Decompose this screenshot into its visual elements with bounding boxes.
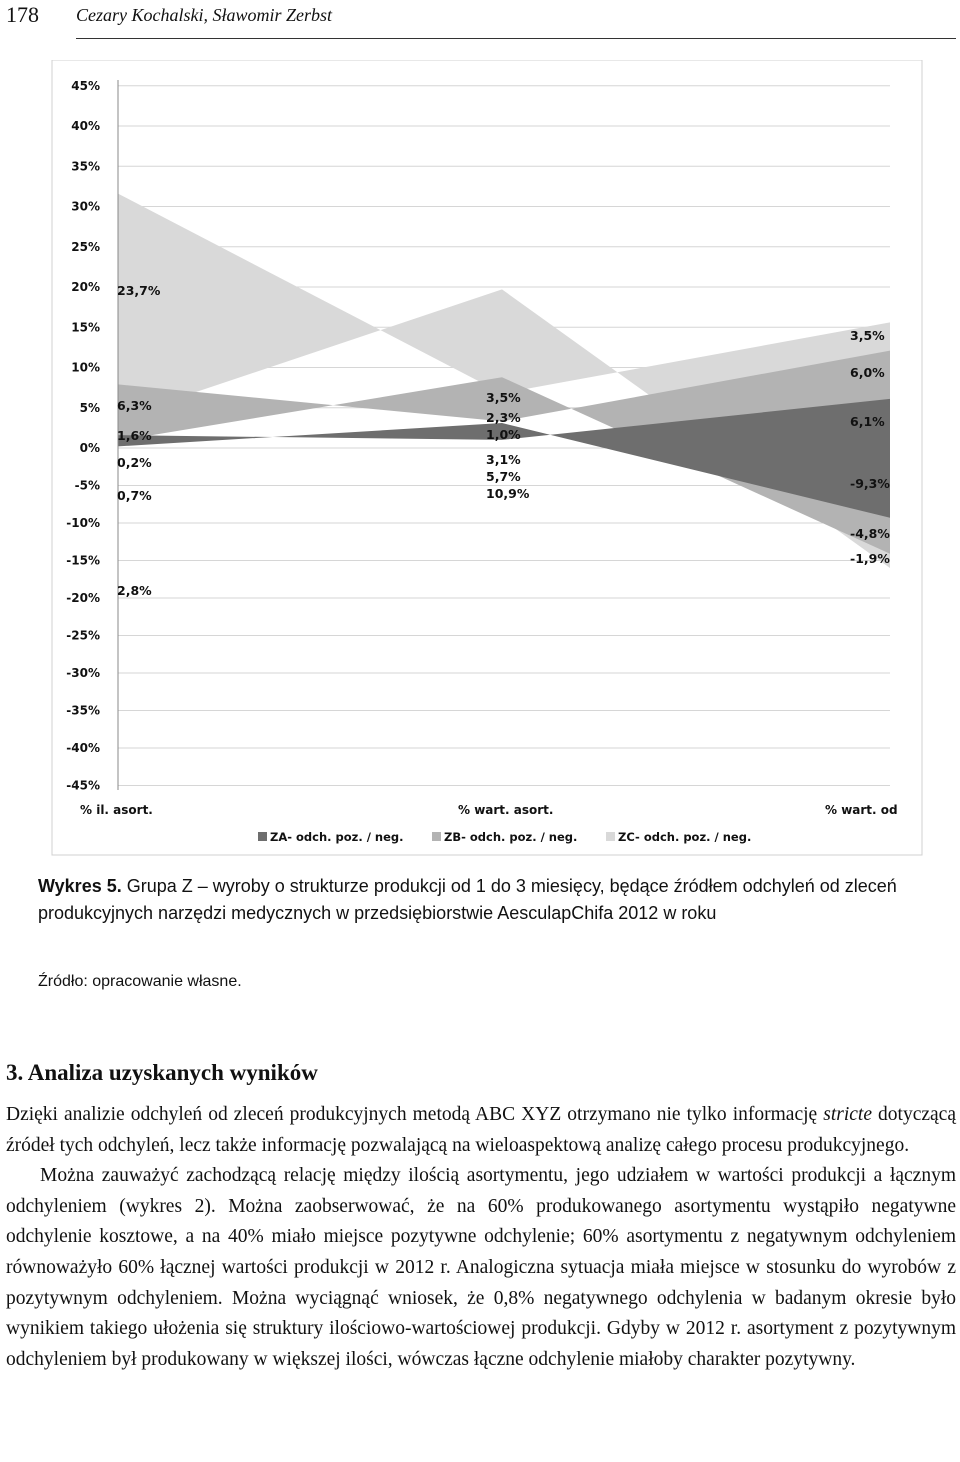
data-label: 5,7% [486, 469, 521, 484]
data-label: 3,1% [486, 452, 521, 467]
data-label: 6,3% [117, 398, 152, 413]
figure-caption: Wykres 5. Grupa Z – wyroby o strukturze … [38, 873, 918, 927]
section-heading: 3. Analiza uzyskanych wyników [6, 1060, 318, 1085]
area-zb [118, 350, 890, 554]
y-tick-label: 10% [71, 361, 100, 375]
y-tick-label: -10% [66, 516, 100, 530]
legend-swatch [606, 832, 615, 841]
header-rule [76, 38, 956, 39]
body-text: Dzięki analizie odchyleń od zleceń produ… [6, 1100, 956, 1375]
y-tick-label: -25% [66, 629, 100, 643]
x-axis-categories: % il. asort. % wart. asort. % wart. od [80, 803, 898, 817]
paragraph-1-part-b: dotyczącą źródeł tych odchyleń, lecz tak… [6, 1104, 956, 1156]
legend-label: ZA- odch. poz. / neg. [270, 830, 404, 844]
figure-caption-label: Wykres 5. [38, 876, 122, 896]
y-tick-label: 35% [71, 159, 100, 173]
legend-label: ZC- odch. poz. / neg. [618, 830, 751, 844]
running-header-authors: Cezary Kochalski, Sławomir Zerbst [76, 5, 333, 25]
page-number: 178 [6, 2, 39, 27]
y-tick-label: -20% [66, 591, 100, 605]
data-label: 6,1% [850, 414, 885, 429]
chart-areas [118, 193, 890, 568]
y-tick-label: -40% [66, 741, 100, 755]
y-tick-label: 25% [71, 240, 100, 254]
paragraph-2: Można zauważyć zachodzącą relację między… [6, 1165, 956, 1370]
x-category-label: % wart. asort. [458, 803, 553, 817]
legend-label: ZB- odch. poz. / neg. [444, 830, 577, 844]
data-label: -1,9% [850, 551, 890, 566]
chart-legend: ZA- odch. poz. / neg. ZB- odch. poz. / ne… [258, 830, 751, 844]
data-label: 1,6% [117, 428, 152, 443]
y-tick-label: -15% [66, 554, 100, 568]
y-tick-label: -30% [66, 666, 100, 680]
x-category-label: % wart. od [825, 803, 898, 817]
figure-source: Źródło: opracowanie własne. [38, 973, 242, 990]
paragraph-1-part-a: Dzięki analizie odchyleń od zleceń produ… [6, 1104, 824, 1125]
y-tick-label: -45% [66, 779, 100, 793]
data-label: 10,9% [486, 486, 530, 501]
area-za [118, 398, 890, 518]
y-tick-label: 20% [71, 280, 100, 294]
y-tick-label: 40% [71, 119, 100, 133]
data-label: -4,8% [850, 526, 890, 541]
y-tick-label: 5% [80, 401, 100, 415]
y-tick-label: 0% [80, 441, 100, 455]
figure-caption-text: Grupa Z – wyroby o strukturze produkcji … [38, 876, 897, 923]
deviation-area-chart: 45% 40% 35% 30% 25% 20% 15% 10% 5% 0% -5% -10% -15% -… [51, 60, 923, 856]
y-tick-label: 30% [71, 200, 100, 214]
running-header: 178 Cezary Kochalski, Sławomir Zerbst [0, 0, 960, 40]
data-label: 0,2% [117, 455, 152, 470]
paragraph-1: Dzięki analizie odchyleń od zleceń produ… [6, 1100, 956, 1161]
data-label: 3,5% [850, 328, 885, 343]
data-label: 2,3% [486, 410, 521, 425]
y-tick-label: -35% [66, 704, 100, 718]
data-label: 23,7% [117, 283, 161, 298]
data-label: -9,3% [850, 476, 890, 491]
data-label: 1,0% [486, 427, 521, 442]
data-label: 2,8% [117, 583, 152, 598]
y-axis-ticks: 45% 40% 35% 30% 25% 20% 15% 10% 5% 0% -5% -10% -15% -… [66, 79, 100, 793]
y-tick-label: 15% [71, 320, 100, 334]
y-tick-label: 45% [71, 79, 100, 93]
legend-swatch [432, 832, 441, 841]
data-label: 6,0% [850, 365, 885, 380]
y-tick-label: -5% [75, 479, 100, 493]
legend-swatch [258, 832, 267, 841]
paragraph-1-emphasis: stricte [823, 1104, 872, 1125]
data-label: 3,5% [486, 390, 521, 405]
x-category-label: % il. asort. [80, 803, 153, 817]
data-label: 0,7% [117, 488, 152, 503]
data-labels: 23,7% 6,3% 1,6% 0,2% 0,7% 2,8% 3,5% 2,3% 1,0% 3,1… [117, 283, 890, 598]
